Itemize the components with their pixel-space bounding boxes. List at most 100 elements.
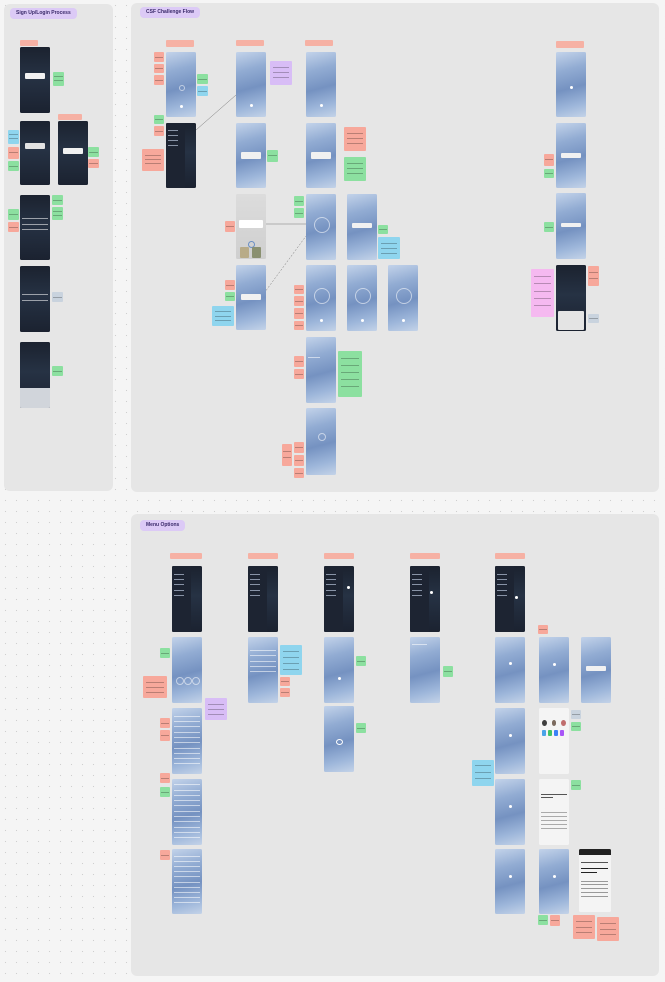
screen-challenge-alt-input[interactable] xyxy=(556,193,586,259)
sticky-note[interactable] xyxy=(571,710,581,719)
sticky-note[interactable] xyxy=(52,366,63,376)
screen-signup-keyboard[interactable] xyxy=(20,342,50,408)
sticky-note[interactable] xyxy=(160,787,170,797)
sticky-note[interactable] xyxy=(142,149,164,171)
screen-menu-open[interactable] xyxy=(248,566,278,632)
sticky-note[interactable] xyxy=(225,292,235,301)
screen-menu-open[interactable] xyxy=(410,566,440,632)
sticky-note[interactable] xyxy=(205,698,227,720)
sticky-note[interactable] xyxy=(588,266,599,286)
sticky-note[interactable] xyxy=(8,161,19,171)
screen-login[interactable] xyxy=(58,121,88,185)
section-label-csf-challenge[interactable]: CSF Challenge Flow xyxy=(140,7,201,18)
screen-menu-cloud[interactable] xyxy=(324,706,354,772)
sticky-note[interactable] xyxy=(8,222,19,232)
sticky-note[interactable] xyxy=(8,147,19,159)
screen-challenge-dialog[interactable] xyxy=(236,123,266,188)
section-label-signup[interactable]: Sign Up/Login Process xyxy=(10,8,77,19)
sticky-note[interactable] xyxy=(294,455,304,466)
screen-menu-share[interactable] xyxy=(495,637,525,703)
screen-challenge-alt-dark[interactable] xyxy=(556,265,586,331)
sticky-note[interactable] xyxy=(294,285,304,294)
sticky-note[interactable] xyxy=(571,722,581,731)
sticky-note[interactable] xyxy=(280,688,290,697)
sticky-note[interactable] xyxy=(588,314,599,323)
screen-menu-option[interactable] xyxy=(324,637,354,703)
sticky-note[interactable] xyxy=(538,915,548,925)
sticky-note[interactable] xyxy=(160,718,170,728)
screen-menu-rings[interactable] xyxy=(172,637,202,703)
sticky-note[interactable] xyxy=(8,130,19,144)
screen-menu-share-step[interactable] xyxy=(495,779,525,845)
sticky-note[interactable] xyxy=(344,157,366,181)
sticky-note[interactable] xyxy=(154,126,164,136)
sticky-note[interactable] xyxy=(538,625,548,634)
sticky-note[interactable] xyxy=(338,351,362,397)
sticky-note[interactable] xyxy=(294,308,304,319)
screen-menu-grid[interactable] xyxy=(248,637,278,703)
sticky-note[interactable] xyxy=(88,159,99,168)
screen-share-article[interactable] xyxy=(579,849,611,912)
sticky-note[interactable] xyxy=(160,730,170,741)
sticky-note[interactable] xyxy=(531,269,554,317)
screen-photo-picker[interactable] xyxy=(236,194,266,259)
sticky-note[interactable] xyxy=(197,86,208,96)
screen-share-sheet[interactable] xyxy=(539,708,569,774)
screen-timer-running[interactable] xyxy=(306,265,336,331)
screen-menu-list[interactable] xyxy=(172,708,202,774)
screen-challenge-alt-home[interactable] xyxy=(556,52,586,117)
sticky-note[interactable] xyxy=(88,147,99,157)
sticky-note[interactable] xyxy=(267,150,278,162)
screen-share-home[interactable] xyxy=(539,637,569,703)
screen-menu-open[interactable] xyxy=(495,566,525,632)
sticky-note[interactable] xyxy=(154,64,164,73)
screen-challenge-summary[interactable] xyxy=(306,408,336,475)
sticky-note[interactable] xyxy=(154,75,164,85)
screen-challenge-menu[interactable] xyxy=(166,123,196,188)
screen-challenge-alt-dialog[interactable] xyxy=(556,123,586,188)
sticky-note[interactable] xyxy=(344,127,366,151)
sticky-note[interactable] xyxy=(294,356,304,367)
sticky-note[interactable] xyxy=(378,237,400,259)
screen-challenge-home[interactable] xyxy=(166,52,196,117)
sticky-note[interactable] xyxy=(160,773,170,783)
sticky-note[interactable] xyxy=(52,195,63,205)
sticky-note[interactable] xyxy=(544,154,554,166)
sticky-note[interactable] xyxy=(550,915,560,926)
sticky-note[interactable] xyxy=(294,369,304,379)
screen-menu-share-step[interactable] xyxy=(495,708,525,774)
screen-share-dialog[interactable] xyxy=(581,637,611,703)
sticky-note[interactable] xyxy=(280,645,302,675)
screen-menu-open[interactable] xyxy=(324,566,354,632)
sticky-note[interactable] xyxy=(154,115,164,124)
sticky-note[interactable] xyxy=(52,292,63,302)
sticky-note[interactable] xyxy=(53,72,64,86)
screen-menu-open[interactable] xyxy=(172,566,202,632)
screen-timer-running[interactable] xyxy=(388,265,418,331)
sticky-note[interactable] xyxy=(225,221,235,232)
sticky-note[interactable] xyxy=(197,74,208,84)
screen-menu-settings[interactable] xyxy=(410,637,440,703)
sticky-note[interactable] xyxy=(282,444,292,466)
sticky-note[interactable] xyxy=(294,321,304,330)
screen-menu-list-long[interactable] xyxy=(172,779,202,845)
sticky-note[interactable] xyxy=(160,850,170,860)
sticky-note[interactable] xyxy=(8,209,19,220)
screen-challenge-confirm[interactable] xyxy=(236,265,266,330)
sticky-note[interactable] xyxy=(294,296,304,306)
section-label-menu-options[interactable]: Menu Options xyxy=(140,520,186,531)
sticky-note[interactable] xyxy=(212,306,234,326)
screen-timer[interactable] xyxy=(306,194,336,260)
screen-signup-welcome[interactable] xyxy=(20,47,50,113)
screen-menu-share-step[interactable] xyxy=(495,849,525,914)
sticky-note[interactable] xyxy=(154,52,164,62)
sticky-note[interactable] xyxy=(52,207,63,220)
sticky-note[interactable] xyxy=(443,666,453,677)
sticky-note[interactable] xyxy=(143,676,167,698)
sticky-note[interactable] xyxy=(294,196,304,206)
screen-challenge-result[interactable] xyxy=(306,337,336,403)
screen-share-confirm[interactable] xyxy=(539,849,569,914)
sticky-note[interactable] xyxy=(225,280,235,290)
screen-signup-password[interactable] xyxy=(20,266,50,332)
sticky-note[interactable] xyxy=(472,760,494,786)
